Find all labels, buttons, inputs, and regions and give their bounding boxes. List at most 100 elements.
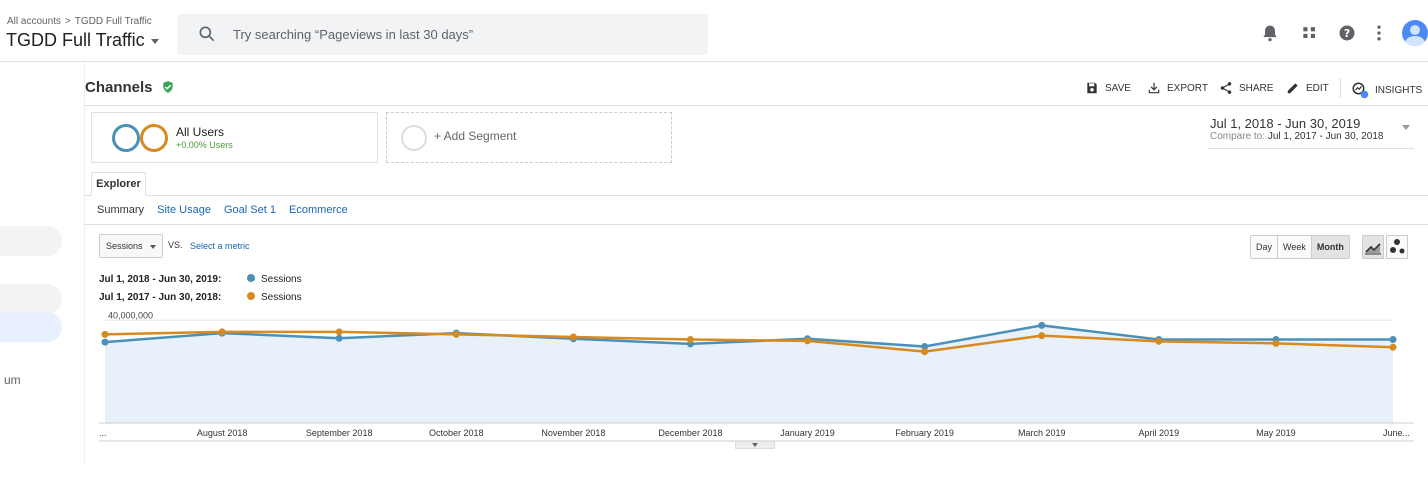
bell-icon[interactable]	[1260, 23, 1280, 43]
share-icon	[1220, 82, 1232, 94]
period-toggle: Day Week Month	[1250, 235, 1350, 259]
chevron-down-icon	[1402, 125, 1410, 130]
insights-label: INSIGHTS	[1375, 84, 1423, 96]
save-button[interactable]: SAVE	[1085, 81, 1131, 95]
y-tick-label: 40,000,000	[108, 310, 153, 320]
more-vert-icon[interactable]	[1369, 23, 1389, 43]
legend-range: Jul 1, 2018 - Jun 30, 2019:	[99, 274, 222, 285]
data-point	[218, 328, 226, 336]
data-point	[335, 334, 343, 342]
metric-select[interactable]: Sessions	[99, 234, 163, 258]
insights-icon	[1352, 82, 1369, 99]
compare-value: Jul 1, 2017 - Jun 30, 2018	[1267, 131, 1384, 142]
data-point	[804, 337, 812, 345]
add-segment-button[interactable]: + Add Segment	[386, 112, 672, 163]
search-placeholder: Try searching “Pageviews in last 30 days…	[233, 27, 474, 42]
apps-icon[interactable]	[1300, 23, 1320, 43]
divider	[1340, 78, 1341, 98]
insights-button[interactable]: INSIGHTS	[1351, 81, 1422, 99]
data-point	[1038, 332, 1046, 340]
legend-item: Jul 1, 2018 - Jun 30, 2019: Sessions	[99, 274, 302, 285]
search-bar[interactable]: Try searching “Pageviews in last 30 days…	[177, 14, 708, 55]
data-point	[921, 348, 929, 356]
segment-ring-icon	[112, 124, 140, 152]
subtab-summary[interactable]: Summary	[97, 204, 145, 216]
data-point	[1389, 343, 1397, 351]
divider	[85, 195, 1428, 196]
caret-down-icon	[752, 443, 758, 447]
line-chart-toggle[interactable]	[1362, 235, 1384, 259]
x-tick-label: September 2018	[306, 428, 373, 438]
date-range-picker[interactable]: Jul 1, 2018 - Jun 30, 2019 Compare to: J…	[1208, 114, 1418, 148]
period-month-button[interactable]: Month	[1311, 236, 1349, 258]
data-point	[452, 330, 460, 338]
select-metric-link[interactable]: Select a metric	[190, 241, 250, 251]
save-icon	[1087, 82, 1097, 94]
data-point	[921, 342, 929, 350]
subtab-ecommerce[interactable]: Ecommerce	[289, 204, 348, 216]
breadcrumb-separator: >	[64, 16, 71, 27]
x-tick-label: March 2019	[1018, 428, 1066, 438]
export-icon	[1148, 82, 1160, 94]
divider	[85, 224, 1428, 225]
x-tick-label: May 2019	[1256, 428, 1296, 438]
period-day-button[interactable]: Day	[1251, 236, 1279, 258]
sessions-line-chart: 40,000,00020,000,000...August 2018Septem…	[99, 310, 1414, 442]
x-tick-label: December 2018	[658, 428, 722, 438]
avatar[interactable]	[1402, 20, 1428, 46]
series-line-2017-2018	[104, 330, 1394, 353]
share-label: SHARE	[1239, 82, 1274, 94]
x-tick-label: June...	[1383, 428, 1410, 438]
add-segment-label: + Add Segment	[434, 129, 517, 143]
data-point	[686, 336, 694, 344]
tab-explorer[interactable]: Explorer	[91, 172, 146, 196]
report-header: Channels SAVE EXPORT SHARE EDIT INSIGHTS	[85, 62, 1428, 106]
segment-all-users[interactable]: All Users +0.00% Users	[91, 112, 378, 163]
sidebar-item-label: um	[4, 373, 21, 387]
chart-scroll-handle[interactable]	[735, 441, 775, 449]
account-selector[interactable]: TGDD Full Traffic	[6, 30, 159, 51]
search-icon	[199, 26, 215, 42]
x-tick-label: January 2019	[780, 428, 835, 438]
subtab-site-usage[interactable]: Site Usage	[157, 204, 211, 216]
legend-dot-icon	[247, 274, 255, 282]
date-range-main: Jul 1, 2018 - Jun 30, 2019	[1210, 116, 1361, 131]
legend-item: Jul 1, 2017 - Jun 30, 2018: Sessions	[99, 292, 302, 303]
svg-text:?: ?	[1344, 27, 1350, 40]
add-segment-ring-icon	[401, 125, 427, 151]
x-tick-label: ...	[99, 428, 107, 438]
subtabs: Summary Site Usage Goal Set 1 Ecommerce	[97, 204, 358, 216]
share-button[interactable]: SHARE	[1219, 81, 1273, 95]
series-area	[105, 325, 1393, 423]
divider	[1208, 148, 1414, 149]
data-point	[335, 328, 343, 336]
divider	[84, 62, 85, 462]
top-bar: All accounts > TGDD Full Traffic TGDD Full…	[0, 0, 1428, 62]
edit-button[interactable]: EDIT	[1286, 81, 1329, 95]
edit-icon	[1287, 83, 1298, 94]
help-icon[interactable]: ?	[1337, 23, 1357, 43]
page-title-text: Channels	[85, 79, 153, 96]
x-tick-label: October 2018	[429, 428, 484, 438]
breadcrumb-child[interactable]: TGDD Full Traffic	[74, 16, 152, 27]
sidebar-item[interactable]	[0, 284, 62, 314]
motion-chart-toggle[interactable]	[1386, 235, 1408, 259]
legend-metric: Sessions	[261, 274, 302, 285]
x-tick-label: November 2018	[541, 428, 605, 438]
export-button[interactable]: EXPORT	[1147, 81, 1208, 95]
data-point	[569, 333, 577, 341]
breadcrumb[interactable]: All accounts > TGDD Full Traffic	[7, 16, 152, 27]
sidebar-item[interactable]	[0, 226, 62, 256]
sidebar: um	[0, 62, 70, 462]
period-week-button[interactable]: Week	[1278, 236, 1312, 258]
export-label: EXPORT	[1167, 82, 1208, 94]
verified-check-icon	[163, 81, 173, 93]
legend-metric: Sessions	[261, 292, 302, 303]
breadcrumb-root[interactable]: All accounts	[7, 16, 61, 27]
segment-ring-icon	[140, 124, 168, 152]
data-point	[1155, 337, 1163, 345]
subtab-goal-set-1[interactable]: Goal Set 1	[224, 204, 276, 216]
sidebar-item-selected[interactable]	[0, 312, 62, 342]
line-chart-icon	[1365, 243, 1381, 255]
x-tick-label: April 2019	[1139, 428, 1180, 438]
